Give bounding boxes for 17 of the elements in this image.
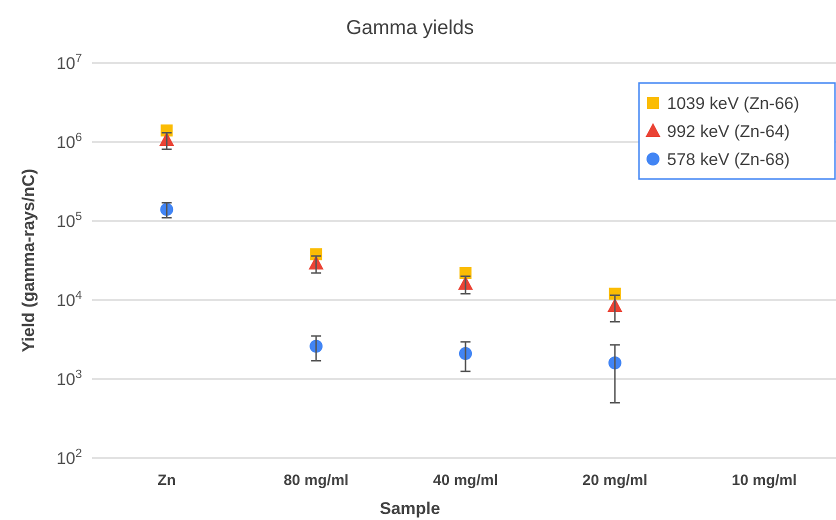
y-tick-label: 10$^{4}$ [56, 288, 82, 310]
legend-label: 1039 keV (Zn-66) [667, 94, 800, 113]
x-tick-label: 40 mg/ml [432, 472, 498, 489]
chart-title: Gamma yields [346, 17, 474, 39]
y-tick-label: 10$^{3}$ [56, 367, 82, 389]
y-tick-label: 10$^{2}$ [56, 446, 82, 468]
y-tick-label: 10$^{7}$ [56, 51, 82, 73]
x-axis-title: Sample [380, 499, 440, 518]
x-tick-label: 80 mg/ml [284, 472, 349, 489]
y-tick-label: 10$^{5}$ [56, 209, 82, 231]
legend-label: 578 keV (Zn-68) [667, 150, 790, 169]
x-tick-label: Zn [158, 472, 176, 489]
y-tick-label: 10$^{6}$ [56, 130, 82, 152]
x-tick-label: 20 mg/ml [582, 472, 648, 489]
x-tick-label: 10 mg/ml [732, 472, 797, 489]
y-axis-title: Yield (gamma-rays/nC) [19, 168, 38, 352]
legend-label: 992 keV (Zn-64) [667, 122, 790, 141]
